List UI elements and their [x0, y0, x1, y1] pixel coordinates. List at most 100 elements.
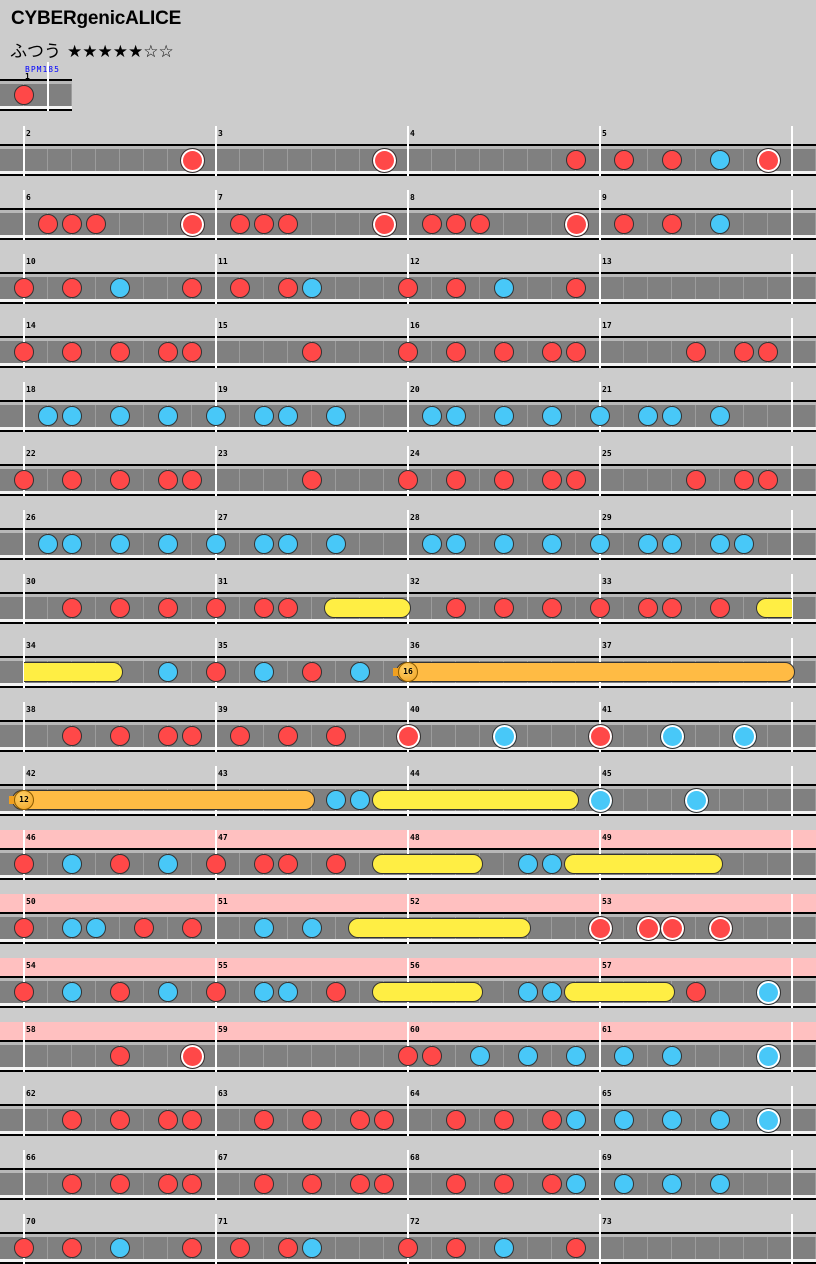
bar-line [791, 510, 793, 560]
roll-note [24, 662, 123, 682]
don-note [158, 342, 178, 362]
don-note [422, 1046, 442, 1066]
don-note [446, 1174, 466, 1194]
don-note [302, 1174, 322, 1194]
don-note [62, 726, 82, 746]
measure-number: 41 [602, 705, 612, 714]
don-note [86, 214, 106, 234]
don-note [62, 278, 82, 298]
balloon-note [12, 790, 315, 810]
don-note [542, 1110, 562, 1130]
big-don-note [659, 915, 685, 941]
don-note [158, 726, 178, 746]
measure-number: 63 [218, 1089, 228, 1098]
measure-number: 20 [410, 385, 420, 394]
measure-number: 8 [410, 193, 415, 202]
measure-number: 1 [25, 72, 30, 81]
roll-note [372, 982, 483, 1002]
ka-note [62, 982, 82, 1002]
measure-number: 23 [218, 449, 228, 458]
don-note [542, 598, 562, 618]
don-note [302, 1110, 322, 1130]
roll-note [372, 854, 483, 874]
ka-note [518, 982, 538, 1002]
measure-number: 29 [602, 513, 612, 522]
ka-note [566, 1046, 586, 1066]
don-note [110, 726, 130, 746]
don-note [182, 278, 202, 298]
don-note [326, 982, 346, 1002]
don-note [494, 598, 514, 618]
measure-number: 40 [410, 705, 420, 714]
measure-number: 7 [218, 193, 223, 202]
measure-number: 52 [410, 897, 420, 906]
ka-note [110, 1238, 130, 1258]
ka-note [614, 1174, 634, 1194]
measure-number: 33 [602, 577, 612, 586]
don-note [14, 982, 34, 1002]
don-note [734, 470, 754, 490]
bar-line [599, 1214, 601, 1264]
ka-note [158, 534, 178, 554]
don-note [350, 1110, 370, 1130]
bar-line [791, 958, 793, 1008]
don-note [206, 854, 226, 874]
don-note [686, 982, 706, 1002]
bar-line [23, 1022, 25, 1072]
don-note [566, 278, 586, 298]
don-note [14, 918, 34, 938]
bar-line [215, 446, 217, 496]
bar-line [215, 1022, 217, 1072]
big-ka-note [659, 723, 685, 749]
measure-number: 19 [218, 385, 228, 394]
ka-note [542, 982, 562, 1002]
don-note [446, 342, 466, 362]
bar-line [599, 126, 601, 176]
don-note [206, 662, 226, 682]
don-note [38, 214, 58, 234]
big-don-note [179, 1043, 205, 1069]
big-ka-note [587, 787, 613, 813]
measure-number: 49 [602, 833, 612, 842]
balloon-head: 16 [398, 662, 418, 682]
measure-number: 43 [218, 769, 228, 778]
ka-note [326, 534, 346, 554]
bar-line [791, 190, 793, 240]
measure-number: 5 [602, 129, 607, 138]
don-note [62, 214, 82, 234]
ka-note [254, 662, 274, 682]
bar-line [791, 1086, 793, 1136]
measure-number: 11 [218, 257, 228, 266]
don-note [182, 1238, 202, 1258]
ka-note [326, 406, 346, 426]
roll-note [372, 790, 579, 810]
big-don-note [179, 211, 205, 237]
measure-number: 55 [218, 961, 228, 970]
don-note [662, 150, 682, 170]
don-note [182, 918, 202, 938]
don-note [254, 598, 274, 618]
difficulty: ふつう ★★★★★☆☆ [10, 37, 180, 62]
ka-note [86, 918, 106, 938]
ka-note [206, 534, 226, 554]
don-note [158, 598, 178, 618]
measure-number: 68 [410, 1153, 420, 1162]
bar-line [407, 1086, 409, 1136]
measure-number: 34 [26, 641, 36, 650]
ka-note [494, 278, 514, 298]
measure-number: 73 [602, 1217, 612, 1226]
don-note [182, 1110, 202, 1130]
don-note [566, 470, 586, 490]
big-ka-note [755, 1107, 781, 1133]
measure-number: 70 [26, 1217, 36, 1226]
big-don-note [371, 147, 397, 173]
bar-line [791, 894, 793, 944]
don-note [446, 1238, 466, 1258]
measure-number: 50 [26, 897, 36, 906]
ka-note [278, 406, 298, 426]
big-ka-note [731, 723, 757, 749]
ka-note [110, 534, 130, 554]
bar-line [407, 510, 409, 560]
roll-note [756, 598, 792, 618]
don-note [182, 470, 202, 490]
